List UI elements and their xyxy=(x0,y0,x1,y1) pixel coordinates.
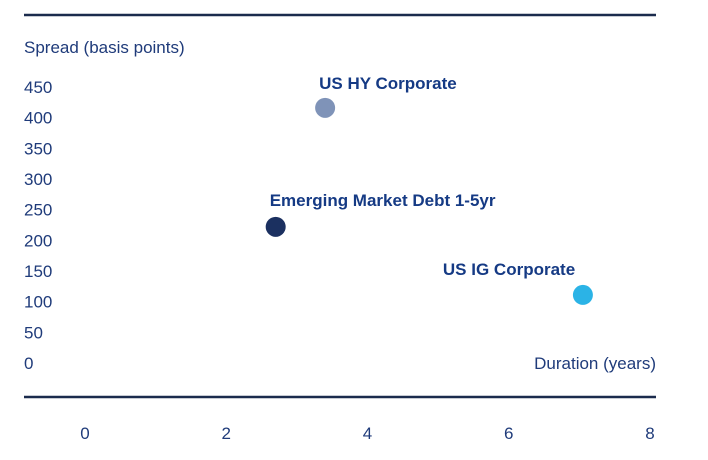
point-emerging-market-debt-1-5yr xyxy=(265,216,286,237)
y-tick-label-200: 200 xyxy=(24,231,52,250)
y-tick-label-300: 300 xyxy=(24,170,52,189)
y-tick-label-100: 100 xyxy=(24,293,52,312)
x-axis-label: Duration (years) xyxy=(534,354,656,373)
data-points xyxy=(265,97,593,305)
label-us-hy-corporate: US HY Corporate xyxy=(319,74,457,93)
y-tick-label-50: 50 xyxy=(24,323,43,342)
x-tick-label-2: 2 xyxy=(222,424,231,443)
label-emerging-market-debt-1-5yr: Emerging Market Debt 1-5yr xyxy=(270,191,496,210)
y-tick-labels: 0 50 100 150 200 250 300 350 400 450 xyxy=(24,78,52,373)
y-tick-label-150: 150 xyxy=(24,262,52,281)
y-tick-label-0: 0 xyxy=(24,354,33,373)
y-tick-label-350: 350 xyxy=(24,139,52,158)
label-us-ig-corporate: US IG Corporate xyxy=(443,260,575,279)
x-tick-label-0: 0 xyxy=(80,424,89,443)
x-tick-label-8: 8 xyxy=(645,424,654,443)
y-tick-label-450: 450 xyxy=(24,78,52,97)
y-axis-label: Spread (basis points) xyxy=(24,38,185,57)
point-us-hy-corporate xyxy=(315,97,336,118)
point-labels: US HY Corporate Emerging Market Debt 1-5y… xyxy=(270,74,575,279)
y-tick-label-400: 400 xyxy=(24,109,52,128)
x-tick-label-6: 6 xyxy=(504,424,513,443)
x-tick-label-4: 4 xyxy=(363,424,372,443)
x-tick-labels: 0 2 4 6 8 xyxy=(80,424,654,443)
point-us-ig-corporate xyxy=(572,284,593,305)
y-tick-label-250: 250 xyxy=(24,201,52,220)
